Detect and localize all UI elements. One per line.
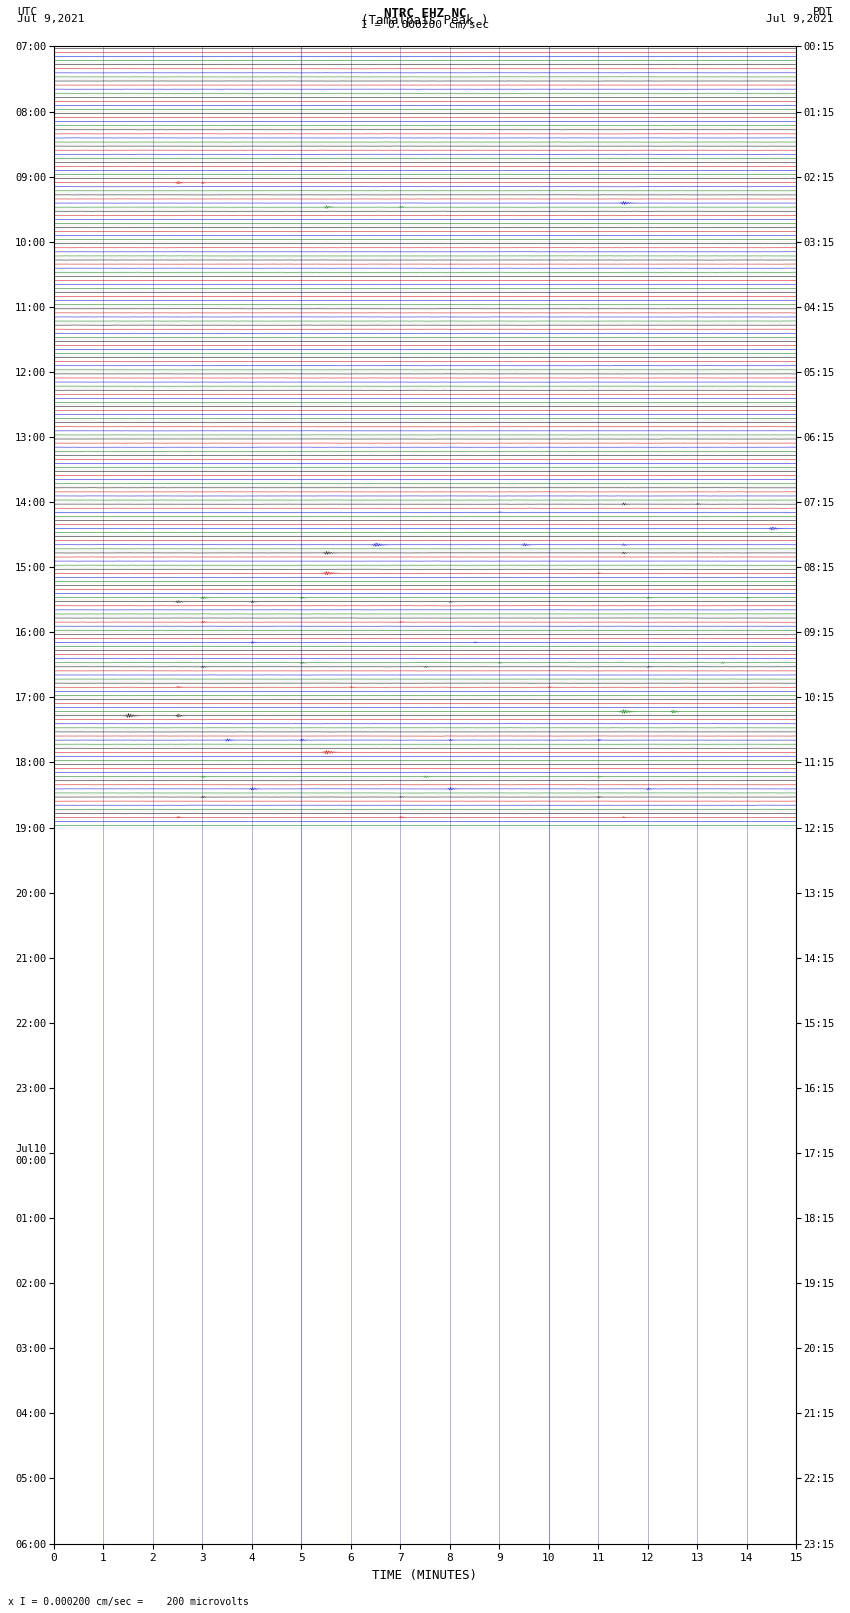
Text: UTC: UTC [17, 6, 37, 18]
X-axis label: TIME (MINUTES): TIME (MINUTES) [372, 1569, 478, 1582]
Text: (Tamalpais Peak ): (Tamalpais Peak ) [361, 13, 489, 27]
Text: PDT: PDT [813, 6, 833, 18]
Text: NTRC EHZ NC: NTRC EHZ NC [383, 6, 467, 21]
Text: Jul 9,2021: Jul 9,2021 [17, 13, 84, 24]
Text: Jul 9,2021: Jul 9,2021 [766, 13, 833, 24]
Text: x I = 0.000200 cm/sec =    200 microvolts: x I = 0.000200 cm/sec = 200 microvolts [8, 1597, 249, 1607]
Text: I = 0.000200 cm/sec: I = 0.000200 cm/sec [361, 19, 489, 31]
